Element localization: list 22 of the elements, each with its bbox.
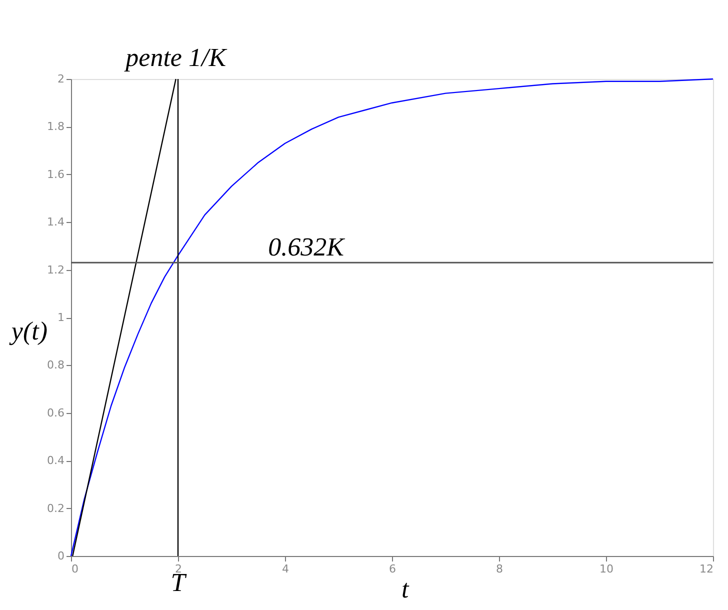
x-tick-label: 8 xyxy=(496,562,503,576)
y-tick-label: 2 xyxy=(58,72,64,86)
y-tick-label: 0 xyxy=(58,550,64,562)
x-tick-label: 10 xyxy=(600,562,614,576)
ref-line-label: 0.632K xyxy=(268,232,346,262)
y-axis-title: y(t) xyxy=(8,316,48,346)
y-tick-label: 0.2 xyxy=(47,502,64,515)
x-tick-label: 4 xyxy=(282,562,289,576)
x-tick-label: 0 xyxy=(72,562,78,576)
x-tick-label: 12 xyxy=(700,562,714,576)
y-tick-label: 0.8 xyxy=(47,358,64,372)
y-tick-label: 0.4 xyxy=(47,454,64,468)
y-tick-label: 1 xyxy=(58,311,64,324)
x-axis-title: t xyxy=(402,574,410,604)
x-tick-label: 2 xyxy=(175,562,182,576)
y-tick-label: 0.6 xyxy=(47,406,64,420)
y-tick-label: 1.2 xyxy=(47,263,64,276)
x-tick-label: 6 xyxy=(389,562,396,576)
y-tick-label: 1.8 xyxy=(47,120,64,134)
y-tick-label: 1.6 xyxy=(47,168,64,181)
y-tick-label: 1.4 xyxy=(47,216,64,229)
annotation: pente 1/K xyxy=(124,43,228,72)
